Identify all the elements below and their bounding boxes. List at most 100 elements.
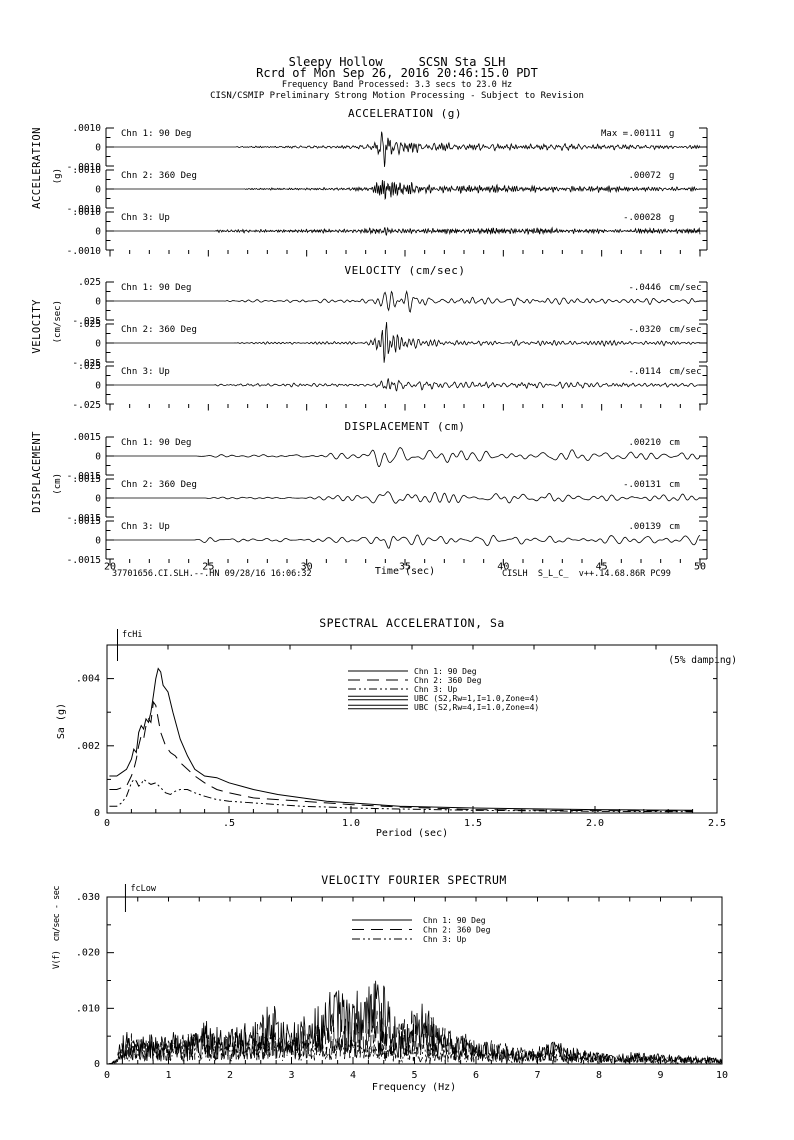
sa-x-tick-label: 2.0 bbox=[586, 818, 604, 829]
channel-label: Chn 2: 360 Deg bbox=[121, 480, 197, 490]
sa-plot-frame bbox=[106, 644, 718, 814]
fclow-marker-label: fcLow bbox=[130, 884, 156, 894]
y-tick-label: 0 bbox=[95, 339, 101, 350]
vf-legend-label: Chn 1: 90 Deg bbox=[423, 916, 486, 925]
sa-x-tick-label: 2.5 bbox=[708, 818, 726, 829]
sa-x-tick-label: 0 bbox=[104, 818, 110, 829]
y-tick-label: -.0015 bbox=[67, 555, 101, 566]
y-tick-label: .0010 bbox=[72, 207, 101, 218]
max-value-label: -.0320 bbox=[628, 325, 661, 335]
y-tick-label: .025 bbox=[78, 319, 101, 330]
sa-legend-label: Chn 1: 90 Deg bbox=[414, 667, 477, 676]
vf-x-tick-label: 1 bbox=[165, 1070, 171, 1081]
time-tick-label: 40 bbox=[497, 562, 509, 573]
vf-legend-label: Chn 2: 360 Deg bbox=[423, 926, 491, 935]
velocity-panel-title: VELOCITY (cm/sec) bbox=[344, 264, 466, 277]
channel-label: Chn 1: 90 Deg bbox=[121, 283, 191, 293]
report-header: Sleepy Hollow SCSN Sta SLH Rcrd of Mon S… bbox=[0, 55, 794, 101]
acceleration-panel-title: ACCELERATION (g) bbox=[348, 107, 462, 120]
vf-x-tick-label: 7 bbox=[534, 1070, 540, 1081]
fourier-x-axis-label: Frequency (Hz) bbox=[371, 1082, 457, 1093]
max-value-label: .00210 bbox=[628, 438, 661, 448]
y-tick-label: 0 bbox=[95, 185, 101, 196]
channel-label: Chn 3: Up bbox=[121, 367, 170, 377]
y-tick-label: 0 bbox=[95, 297, 101, 308]
vf-curve bbox=[107, 980, 723, 1065]
vf-x-tick-label: 2 bbox=[227, 1070, 233, 1081]
acceleration-trace-ch3 bbox=[110, 226, 701, 236]
y-tick-label: -.0010 bbox=[67, 204, 102, 215]
displacement-trace-ch2 bbox=[110, 491, 701, 504]
sa-y-tick-label: .002 bbox=[76, 741, 100, 752]
vf-x-tick-label: 10 bbox=[716, 1070, 728, 1081]
y-tick-label: -.025 bbox=[72, 358, 101, 369]
y-tick-label: 0 bbox=[95, 143, 101, 154]
channel-label: Chn 2: 360 Deg bbox=[121, 325, 197, 335]
sa-legend-label: UBC (S2,Rw=1,I=1.0,Zone=4) bbox=[414, 694, 539, 703]
max-value-label: .00139 bbox=[628, 522, 661, 532]
fourier-chart-title: VELOCITY FOURIER SPECTRUM bbox=[321, 873, 507, 887]
vf-legend-label: Chn 3: Up bbox=[423, 935, 467, 944]
sa-y-tick-label: 0 bbox=[94, 808, 100, 819]
max-value-label: -.0446 bbox=[628, 283, 661, 293]
vf-x-tick-label: 6 bbox=[473, 1070, 479, 1081]
y-tick-label: -.0010 bbox=[67, 162, 102, 173]
time-tick-label: 25 bbox=[202, 562, 214, 573]
max-prefix-label: Max = bbox=[601, 129, 629, 139]
sa-x-tick-label: 1.0 bbox=[342, 818, 360, 829]
vf-y-tick-label: .010 bbox=[76, 1003, 100, 1014]
y-tick-label: .025 bbox=[78, 277, 101, 288]
y-tick-label: 0 bbox=[95, 494, 101, 505]
vf-y-tick-label: .030 bbox=[76, 892, 100, 903]
acceleration-trace-ch1 bbox=[110, 131, 700, 167]
y-tick-label: -.0010 bbox=[67, 246, 102, 257]
max-unit-label: cm/sec bbox=[669, 283, 702, 293]
max-unit-label: cm/sec bbox=[669, 325, 702, 335]
displacement-trace-ch3 bbox=[110, 534, 701, 549]
y-tick-label: .0015 bbox=[72, 474, 101, 485]
max-unit-label: g bbox=[669, 171, 674, 181]
sa-chart-title: SPECTRAL ACCELERATION, Sa bbox=[319, 616, 505, 630]
fchi-marker-label: fcHi bbox=[122, 630, 142, 640]
y-tick-label: -.025 bbox=[72, 400, 101, 411]
sa-x-tick-label: 1.5 bbox=[464, 818, 482, 829]
velocity-trace-ch2 bbox=[110, 321, 700, 363]
sa-x-axis-label: Period (sec) bbox=[375, 828, 449, 839]
vf-curve bbox=[107, 1034, 723, 1065]
station-title: Sleepy Hollow SCSN Sta SLH bbox=[288, 55, 506, 69]
max-unit-label: g bbox=[669, 129, 674, 139]
sa-legend-label: Chn 3: Up bbox=[414, 685, 458, 694]
vf-x-tick-label: 8 bbox=[596, 1070, 602, 1081]
channel-label: Chn 2: 360 Deg bbox=[121, 171, 197, 181]
max-unit-label: cm bbox=[669, 480, 680, 490]
vf-x-tick-label: 5 bbox=[411, 1070, 417, 1081]
sa-curve bbox=[109, 667, 693, 811]
time-tick-label: 30 bbox=[301, 562, 313, 573]
displacement-panel-title: DISPLACEMENT (cm) bbox=[344, 420, 466, 433]
record-id-footer: 37701656.CI.SLH.--.HN 09/28/16 16:06:32 bbox=[112, 569, 312, 579]
time-tick-label: 20 bbox=[104, 562, 116, 573]
y-tick-label: -.0015 bbox=[67, 513, 101, 524]
max-value-label: .00111 bbox=[628, 129, 661, 139]
vf-x-tick-label: 9 bbox=[657, 1070, 663, 1081]
vf-curve bbox=[107, 1007, 723, 1065]
vf-x-tick-label: 4 bbox=[350, 1070, 356, 1081]
sa-legend-label: Chn 2: 360 Deg bbox=[414, 676, 482, 685]
max-value-label: -.00131 bbox=[623, 480, 661, 490]
velocity-trace-ch1 bbox=[110, 289, 700, 313]
y-tick-label: .025 bbox=[78, 361, 101, 372]
channel-label: Chn 3: Up bbox=[121, 522, 170, 532]
vf-x-tick-label: 0 bbox=[104, 1070, 110, 1081]
y-tick-label: .0015 bbox=[72, 432, 101, 443]
y-tick-label: 0 bbox=[95, 381, 101, 392]
sa-curve bbox=[109, 700, 693, 812]
sa-x-tick-label: .5 bbox=[223, 818, 235, 829]
max-unit-label: cm bbox=[669, 522, 680, 532]
y-tick-label: 0 bbox=[95, 536, 101, 547]
y-tick-label: .0015 bbox=[72, 516, 101, 527]
y-tick-label: 0 bbox=[95, 227, 101, 238]
max-unit-label: cm bbox=[669, 438, 680, 448]
y-tick-label: .0010 bbox=[72, 123, 101, 134]
